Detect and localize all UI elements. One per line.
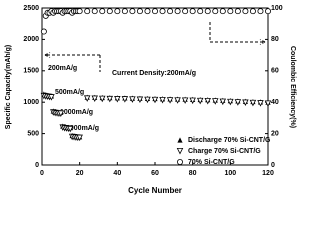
point bbox=[144, 96, 151, 104]
y-tick-label: 500 bbox=[27, 130, 39, 137]
point bbox=[257, 100, 264, 107]
point bbox=[144, 8, 151, 15]
y-tick-label: 1000 bbox=[23, 99, 39, 106]
point bbox=[174, 97, 181, 104]
legend-label: Discharge 70% Si-CNT/G bbox=[188, 137, 271, 144]
point bbox=[204, 8, 211, 15]
point bbox=[174, 8, 181, 15]
point bbox=[234, 8, 241, 15]
arrow-right bbox=[209, 22, 266, 45]
point bbox=[227, 98, 234, 106]
y2-tick-label: 0 bbox=[271, 162, 275, 169]
point bbox=[114, 8, 121, 15]
legend-label: Charge 70% Si-CNT/G bbox=[188, 148, 261, 155]
x-tick-label: 0 bbox=[40, 170, 44, 177]
point bbox=[40, 28, 47, 35]
point bbox=[197, 8, 204, 15]
y2-tick-label: 80 bbox=[271, 36, 279, 43]
x-tick-label: 80 bbox=[189, 170, 197, 177]
point bbox=[159, 8, 166, 15]
annotation: 500mA/g bbox=[55, 89, 84, 96]
point bbox=[249, 99, 257, 107]
y2-axis-label: Coulombic Efficiency(%) bbox=[289, 46, 296, 128]
point bbox=[242, 99, 249, 107]
legend-label: 70% Si-CNT/G bbox=[188, 159, 235, 166]
point bbox=[204, 97, 211, 105]
y2-tick-label: 20 bbox=[271, 130, 279, 137]
legend-marker bbox=[176, 158, 183, 165]
annotation: 200mA/g bbox=[48, 65, 77, 72]
point bbox=[189, 8, 196, 15]
point bbox=[57, 110, 65, 117]
point bbox=[136, 8, 143, 15]
point bbox=[99, 95, 106, 103]
point bbox=[166, 97, 174, 104]
x-tick-label: 100 bbox=[224, 170, 236, 177]
y2-tick-label: 40 bbox=[271, 99, 279, 106]
point bbox=[182, 8, 189, 15]
legend-marker bbox=[177, 137, 183, 143]
point bbox=[67, 125, 74, 133]
point bbox=[91, 8, 98, 15]
point bbox=[159, 97, 166, 104]
point bbox=[129, 96, 136, 103]
point bbox=[114, 96, 121, 103]
y-tick-label: 2000 bbox=[23, 36, 39, 43]
point bbox=[48, 94, 55, 101]
point bbox=[227, 8, 234, 15]
point bbox=[121, 8, 128, 15]
point bbox=[242, 8, 249, 15]
point bbox=[219, 8, 226, 15]
point bbox=[121, 96, 129, 103]
annotation: 1000mA/g bbox=[60, 109, 93, 116]
legend-marker bbox=[176, 148, 184, 155]
point bbox=[212, 8, 219, 15]
x-tick-label: 40 bbox=[113, 170, 121, 177]
y2-tick-label: 60 bbox=[271, 68, 279, 75]
point bbox=[91, 95, 98, 103]
chart: 200mA/g 500mA/g 1000mA/g 2000mA/g Curren… bbox=[5, 5, 296, 195]
point bbox=[76, 134, 83, 142]
annotation: 2000mA/g bbox=[66, 125, 99, 132]
point bbox=[196, 97, 204, 105]
point bbox=[219, 98, 227, 106]
x-tick-label: 120 bbox=[262, 170, 274, 177]
point bbox=[84, 8, 91, 15]
x-tick-label: 20 bbox=[76, 170, 84, 177]
x-tick-label: 60 bbox=[151, 170, 159, 177]
point bbox=[106, 8, 113, 15]
point bbox=[83, 95, 91, 102]
point bbox=[151, 8, 158, 15]
annotation: Current Density:200mA/g bbox=[112, 70, 196, 77]
x-axis-label: Cycle Number bbox=[128, 186, 182, 195]
y-tick-label: 0 bbox=[35, 162, 39, 169]
point bbox=[151, 96, 159, 104]
y-tick-label: 1500 bbox=[23, 68, 39, 75]
point bbox=[99, 8, 106, 15]
arrow-left bbox=[44, 52, 101, 72]
point bbox=[264, 8, 271, 15]
point bbox=[136, 96, 144, 104]
point bbox=[76, 8, 83, 15]
point bbox=[189, 97, 196, 105]
point bbox=[264, 100, 272, 107]
point bbox=[234, 99, 242, 106]
y-axis-label: Specific Capacity(mAh/g) bbox=[5, 45, 12, 129]
point bbox=[181, 97, 189, 104]
point bbox=[249, 8, 256, 15]
point bbox=[167, 8, 174, 15]
y2-tick-label: 100 bbox=[271, 5, 283, 12]
point bbox=[106, 95, 114, 103]
point bbox=[212, 98, 219, 105]
y-tick-label: 2500 bbox=[23, 5, 39, 12]
point bbox=[129, 8, 136, 15]
point bbox=[257, 8, 264, 15]
